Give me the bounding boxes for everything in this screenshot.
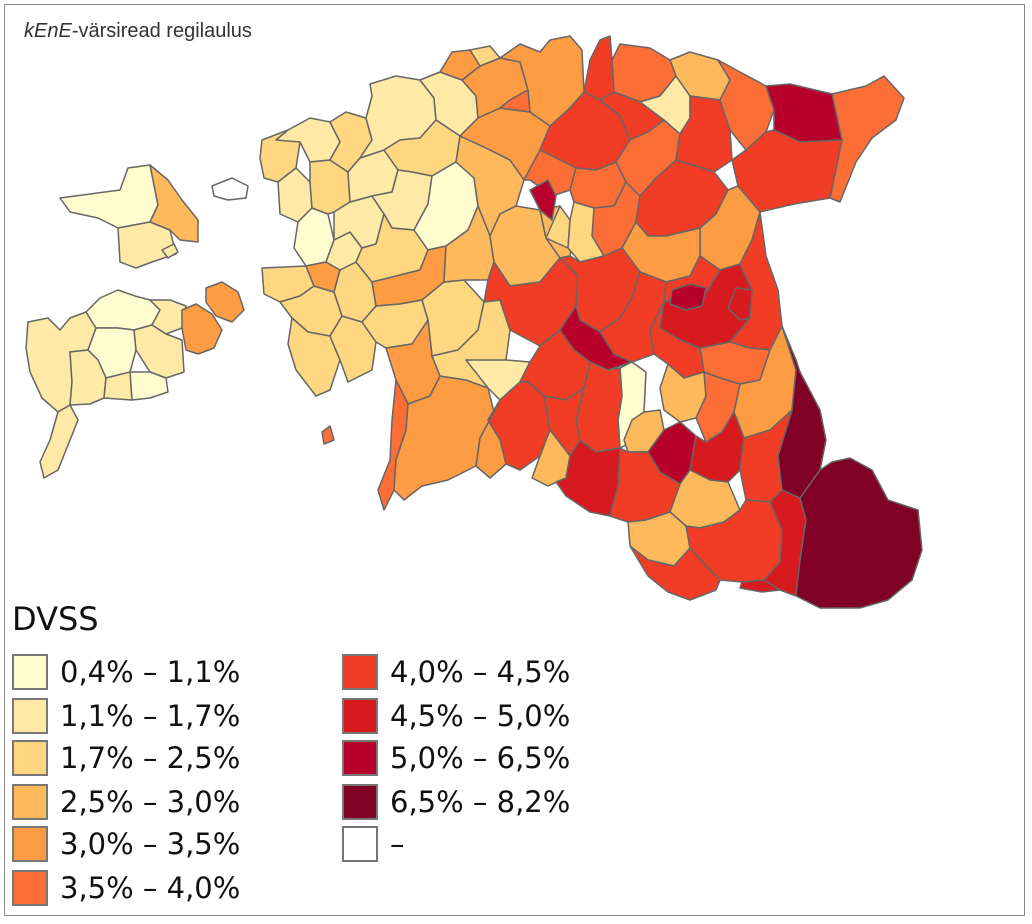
legend-label-9: 5,0% – 6,5% [390,741,571,775]
region-tabivere[interactable] [669,283,707,311]
legend-item-8: 4,5% – 5,0% [342,696,570,736]
legend-label-3: 1,7% – 2,5% [60,741,241,775]
region-saaremaa-east[interactable] [133,324,185,379]
legend-item-4: 2,5% – 3,0% [12,782,240,822]
legend-swatch-8 [342,698,378,734]
legend-item-11: – [342,824,405,864]
region-sorve[interactable] [39,404,79,479]
region-saaremaa-se[interactable] [103,371,133,401]
map-title-rest: -värsiread regilaulus [71,20,252,42]
legend-label-10: 6,5% – 8,2% [390,785,571,819]
region-kassari-islet[interactable] [211,177,249,201]
legend-item-2: 1,1% – 1,7% [12,696,240,736]
legend-swatch-11 [342,826,378,862]
legend-swatch-1 [12,654,48,690]
legend-item-10: 6,5% – 8,2% [342,782,570,822]
legend-title: DVSS [12,600,99,638]
region-hiiumaa-east[interactable] [149,164,199,243]
legend-swatch-6 [12,870,48,906]
legend-label-8: 4,5% – 5,0% [390,699,571,733]
region-vormsi[interactable] [205,281,245,323]
region-hiiumaa-islet[interactable] [161,243,179,259]
region-tamsalu[interactable] [529,179,557,221]
legend-swatch-9 [342,740,378,776]
region-hanila-south[interactable] [287,317,341,397]
legend-label-1: 0,4% – 1,1% [60,655,241,689]
legend-swatch-5 [12,826,48,862]
legend-item-9: 5,0% – 6,5% [342,738,570,778]
legend-swatch-10 [342,784,378,820]
legend-label-11: – [390,827,405,861]
legend-item-1: 0,4% – 1,1% [12,652,240,692]
region-kolga[interactable] [477,89,531,119]
region-taheva[interactable] [629,545,721,601]
legend-swatch-3 [12,740,48,776]
region-saaremaa-north[interactable] [85,289,161,331]
region-halliste[interactable] [475,399,507,479]
legend-swatch-7 [342,654,378,690]
region-kunda[interactable] [583,35,615,101]
region-setomaa[interactable] [795,457,923,609]
map-title-italic: kEnE [24,20,72,42]
region-narva[interactable] [829,75,905,203]
legend-swatch-4 [12,784,48,820]
legend-item-3: 1,7% – 2,5% [12,738,240,778]
legend-label-4: 2,5% – 3,0% [60,785,241,819]
legend-item-5: 3,0% – 3,5% [12,824,240,864]
region-misso-south[interactable] [739,579,781,593]
legend-item-6: 3,5% – 4,0% [12,868,240,908]
region-saaremaa-ne[interactable] [149,299,187,335]
region-saaremaa-south[interactable] [129,371,169,401]
region-muhu[interactable] [181,303,223,355]
region-rakvere[interactable] [523,149,577,197]
region-hiiumaa-north[interactable] [59,164,159,229]
region-mustvee[interactable] [727,287,753,321]
legend-label-7: 4,0% – 4,5% [390,655,571,689]
legend-label-6: 3,5% – 4,0% [60,871,241,905]
map-title: kEnE-värsiread regilaulus [24,20,252,43]
region-kihnu[interactable] [321,425,335,445]
legend-swatch-2 [12,698,48,734]
region-kelvingi[interactable] [469,45,501,67]
legend-label-5: 3,0% – 3,5% [60,827,241,861]
legend-label-2: 1,1% – 1,7% [60,699,241,733]
legend-item-7: 4,0% – 4,5% [342,652,570,692]
